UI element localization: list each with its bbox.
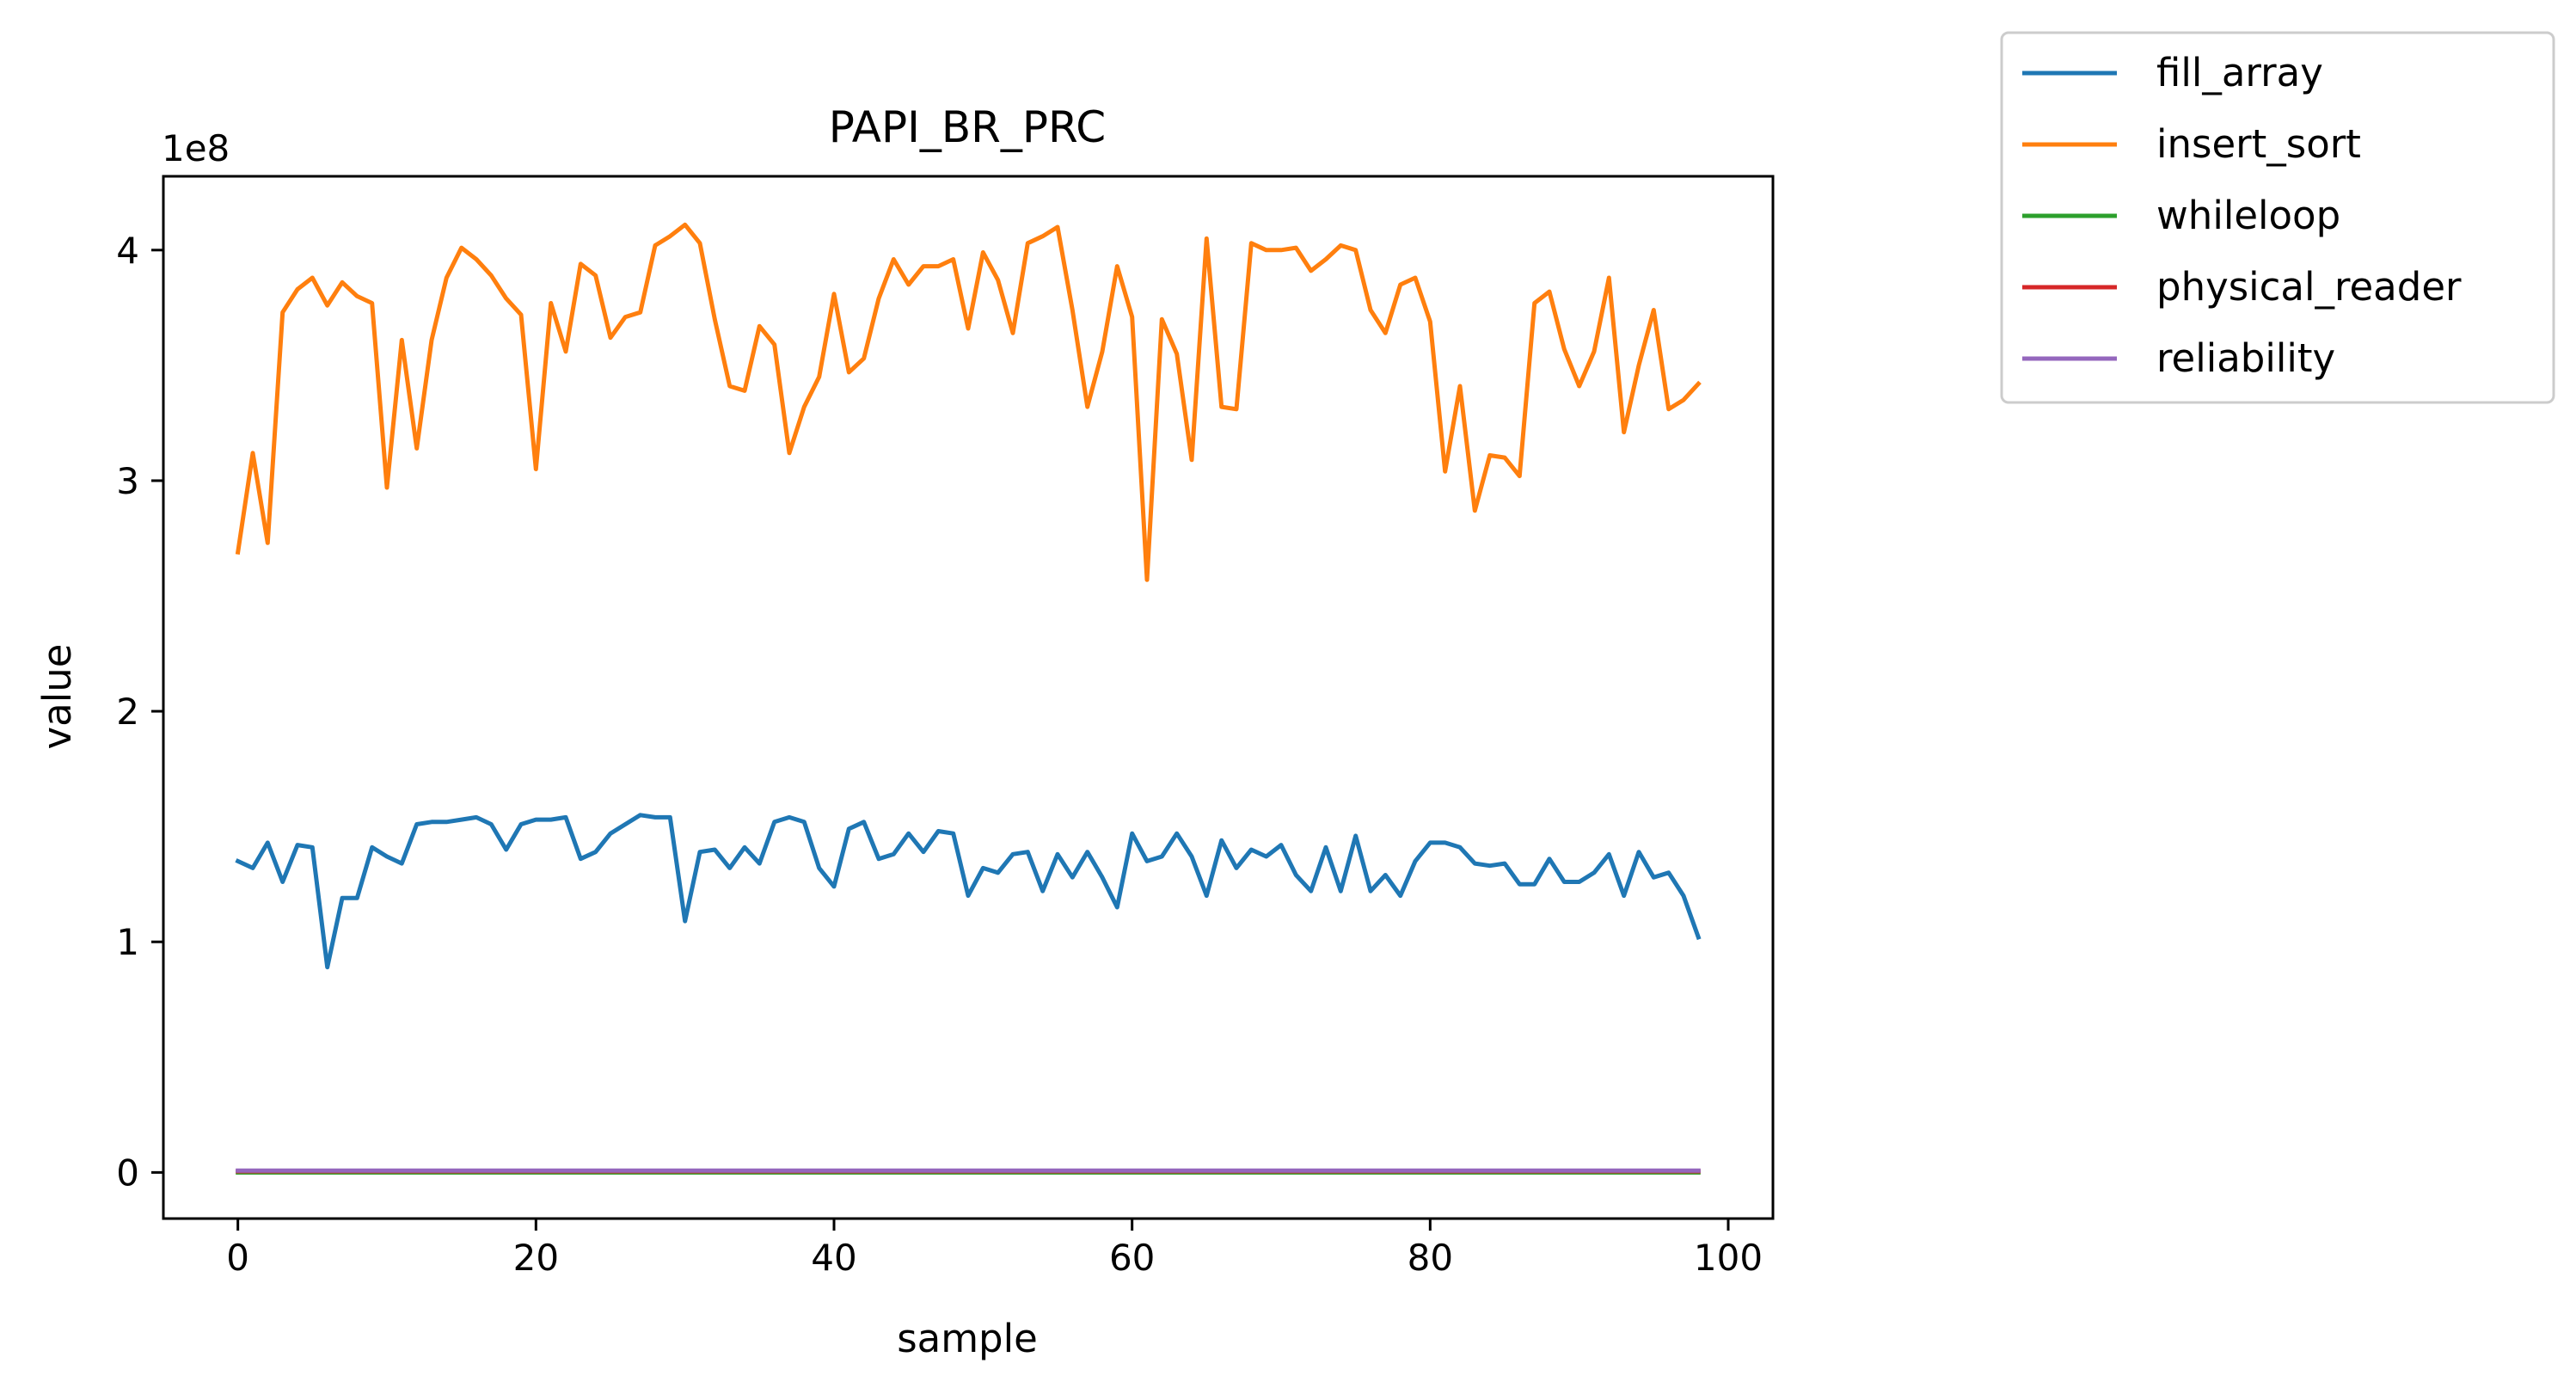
y-axis-offset-label: 1e8 (162, 127, 230, 169)
series-line-insert-sort (235, 222, 1702, 582)
x-tick-label: 80 (1408, 1237, 1453, 1279)
y-tick-label: 3 (116, 460, 139, 502)
y-tick-label: 0 (116, 1151, 139, 1194)
legend-frame (2000, 31, 2555, 404)
legend: fill_array insert_sort whileloop physical_r… (2000, 31, 2555, 404)
axis-ticks: 0 20 40 60 80 100 0 1 2 3 4 (116, 230, 1763, 1279)
legend-label: whileloop (2156, 193, 2340, 238)
legend-label: physical_reader (2156, 264, 2462, 310)
y-axis-label: value (34, 644, 80, 750)
plot-area-frame (162, 175, 1775, 1220)
x-tick-label: 40 (811, 1237, 856, 1279)
x-tick-label: 60 (1109, 1237, 1155, 1279)
legend-label: fill_array (2156, 50, 2323, 95)
series-line-fill-array (235, 813, 1702, 970)
x-axis-label: sample (897, 1316, 1038, 1361)
chart-title: PAPI_BR_PRC (829, 102, 1106, 152)
y-tick-label: 4 (116, 230, 139, 272)
x-tick-label: 20 (513, 1237, 559, 1279)
y-tick-label: 1 (116, 921, 139, 963)
x-tick-label: 0 (226, 1237, 249, 1279)
legend-label: insert_sort (2156, 121, 2361, 167)
y-tick-label: 2 (116, 691, 139, 733)
series-layer (235, 222, 1702, 1175)
x-tick-label: 100 (1694, 1237, 1763, 1279)
legend-label: reliability (2156, 335, 2335, 381)
